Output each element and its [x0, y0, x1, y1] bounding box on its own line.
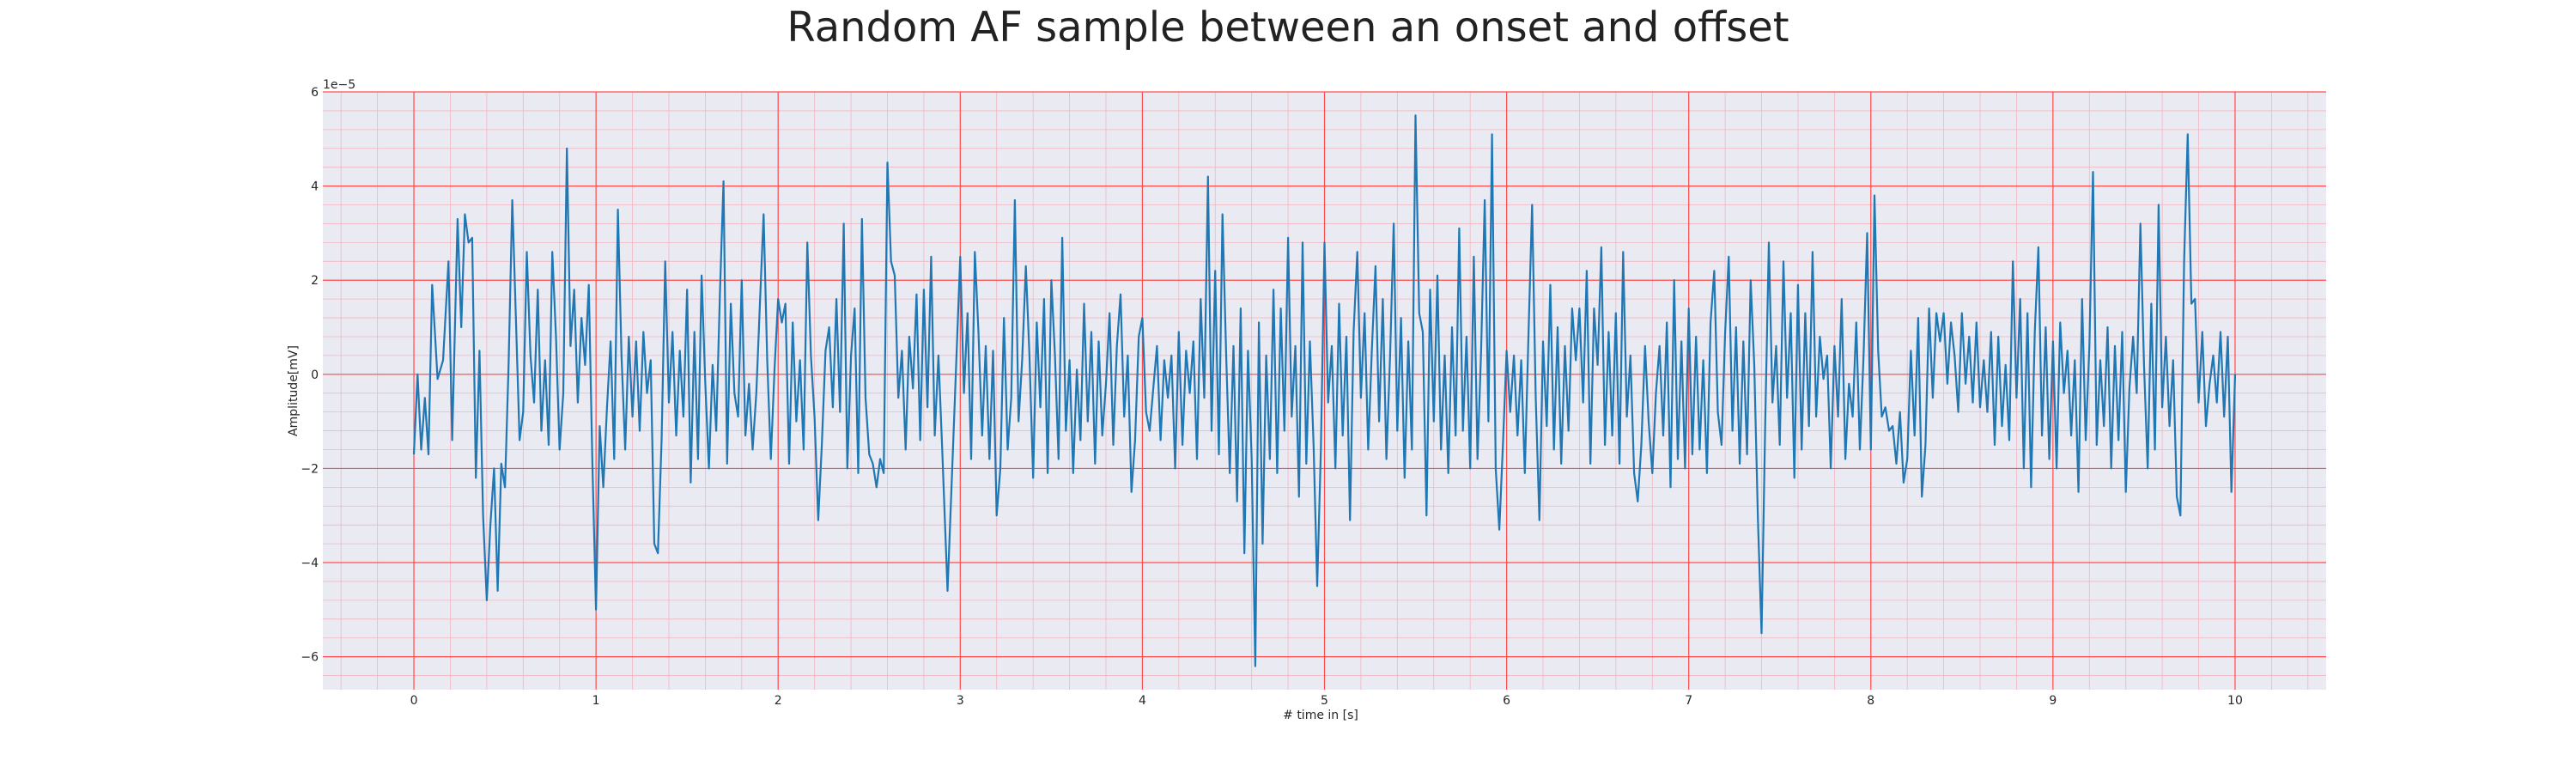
y-tick-label: −4	[301, 557, 319, 570]
x-tick-label: 9	[2049, 694, 2057, 708]
signal-line	[412, 114, 2237, 667]
x-tick-labels: 0 1 2 3 4 5 6 7 8 9 10	[410, 694, 2243, 708]
x-tick-label: 6	[1503, 694, 1510, 708]
x-tick-label: 4	[1139, 694, 1146, 708]
chart-title: Random AF sample between an onset and of…	[787, 3, 1789, 52]
y-tick-label: 0	[311, 368, 319, 382]
y-tick-label: −2	[301, 462, 319, 476]
y-axis-label: Amplitude[mV]	[287, 345, 301, 436]
y-tick-label: 4	[311, 180, 319, 194]
x-tick-label: 1	[592, 694, 600, 708]
x-tick-label: 3	[957, 694, 964, 708]
y-axis-offset-label: 1e−5	[323, 78, 355, 92]
x-tick-label: 2	[775, 694, 782, 708]
x-tick-label: 5	[1321, 694, 1328, 708]
x-tick-label: 7	[1685, 694, 1692, 708]
y-tick-label: 2	[311, 274, 319, 288]
y-tick-labels: −6 −4 −2 0 2 4 6	[301, 86, 319, 665]
x-tick-label: 8	[1867, 694, 1874, 708]
y-tick-label: −6	[301, 651, 319, 665]
x-tick-label: 0	[410, 694, 418, 708]
x-tick-label: 10	[2227, 694, 2243, 708]
x-axis-label: # time in [s]	[1283, 709, 1358, 722]
y-tick-label: 6	[311, 86, 319, 100]
